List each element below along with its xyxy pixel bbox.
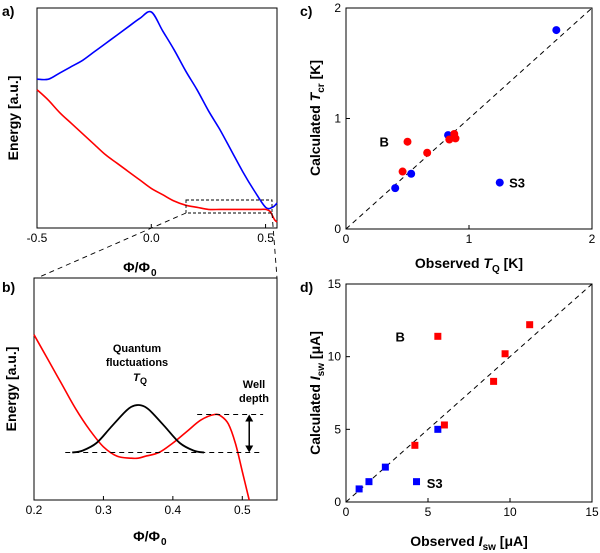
panel-a-xlabel-sub: 0 (151, 268, 157, 279)
arrowhead-bottom-icon (245, 445, 254, 453)
quantum-label: Quantum (113, 343, 161, 355)
data-point-red (501, 350, 509, 358)
panel-letter-c: c) (300, 3, 312, 19)
data-point-red (490, 377, 498, 385)
data-point-red (451, 134, 460, 143)
panel-letter-a: a) (2, 3, 14, 19)
panel-c-ticks: 0 1 2 0 1 2 (334, 1, 595, 246)
data-point-red (445, 135, 454, 144)
wavefunction-curve (72, 404, 205, 454)
data-point-blue (413, 478, 421, 486)
panel-d-points (355, 321, 534, 493)
panel-b-xtick-label: 0.2 (26, 503, 43, 517)
annotation-s3-c: S3 (509, 176, 525, 191)
data-point-red (411, 441, 419, 449)
panel-d-xtick-label: 10 (503, 505, 517, 519)
panel-d-ylabel: Calculated Isw [μA] (307, 331, 327, 455)
data-point-red (434, 332, 442, 340)
panel-c-points (391, 26, 561, 193)
panel-b-xtick-label: 0.5 (234, 503, 251, 517)
panel-c-diagonal (345, 7, 593, 230)
panel-d-xtick-label: 15 (585, 505, 599, 519)
panel-c-xtick-label: 2 (589, 232, 596, 246)
data-point-blue (355, 485, 363, 493)
panel-a-x-ticks: -0.5 0.0 0.5 (27, 224, 274, 245)
arrowhead-top-icon (245, 414, 254, 422)
fluctuations-label: fluctuations (106, 357, 168, 369)
tq-label-sub: Q (140, 376, 147, 386)
panel-c-ytick-label: 0 (334, 222, 341, 236)
panel-a-ylabel: Energy [a.u.] (5, 76, 21, 161)
tq-label: T (133, 372, 141, 384)
panel-b: 0.2 0.3 0.4 0.5 Quantum fluctuations T Q We… (3, 277, 278, 548)
data-point-red (403, 137, 412, 146)
panel-d-ticks: 0 5 10 15 0 5 10 15 (328, 277, 599, 519)
panel-a-series-red (36, 89, 278, 223)
zoom-box (185, 199, 273, 214)
panel-d-xtick-label: 5 (425, 505, 432, 519)
panel-d-ytick-label: 0 (334, 495, 341, 509)
panel-b-xlabel: Φ/Φ (133, 528, 160, 544)
panel-b-xtick-label: 0.3 (95, 503, 112, 517)
panel-d-frame (345, 283, 593, 503)
data-point-blue (434, 425, 442, 433)
panel-b-xtick-label: 0.4 (165, 503, 182, 517)
panel-c-xtick-label: 0 (343, 232, 350, 246)
zoom-connector-left (36, 212, 187, 279)
data-point-blue (495, 178, 504, 187)
panel-b-x-ticks: 0.2 0.3 0.4 0.5 (26, 496, 251, 517)
panel-a-xtick-label: 0.5 (257, 231, 274, 245)
panel-letter-d: d) (300, 279, 313, 295)
data-point-blue (391, 184, 400, 193)
panel-d-ytick-label: 15 (328, 277, 342, 291)
annotation-s3-d: S3 (427, 476, 443, 491)
panel-letter-b: b) (2, 279, 15, 295)
panel-b-xlabel-sub: 0 (161, 537, 167, 548)
panel-a-xtick-label: 0.0 (143, 231, 160, 245)
data-point-blue (365, 478, 373, 486)
well-label: Well (243, 379, 265, 391)
panel-d-xtick-label: 0 (343, 505, 350, 519)
data-point-red (423, 148, 432, 157)
data-point-red (526, 321, 534, 329)
panel-b-ylabel: Energy [a.u.] (3, 347, 19, 432)
panel-b-frame (33, 277, 278, 501)
panel-a-series-blue (36, 10, 278, 210)
panel-d: 0 5 10 15 0 5 10 15 B S3 Calculated Isw [μA] Ob… (307, 277, 599, 553)
panel-a-xtick-label: -0.5 (27, 231, 48, 245)
data-point-blue (407, 169, 416, 178)
annotation-b-d: B (395, 329, 404, 344)
depth-label: depth (239, 393, 269, 405)
zoom-connector-right (271, 212, 278, 279)
potential-curve (33, 334, 250, 501)
panel-c-ylabel: Calculated Tcr [K] (307, 60, 327, 176)
panel-c: 0 1 2 0 1 2 B S3 Calculated Tcr [K] Observed … (307, 1, 596, 275)
panel-c-xlabel: Observed TQ [K] (415, 255, 523, 275)
panel-a-lines (36, 10, 278, 223)
panel-d-ytick-label: 10 (328, 350, 342, 364)
panel-d-xlabel: Observed Isw [μA] (410, 533, 528, 553)
panel-b-lines (33, 334, 250, 501)
panel-c-ytick-label: 1 (334, 112, 341, 126)
data-point-red (398, 167, 407, 176)
data-point-red (440, 421, 448, 429)
data-point-blue (381, 463, 389, 471)
annotation-b-c: B (379, 135, 388, 150)
panel-a-xlabel: Φ/Φ (123, 259, 150, 275)
panel-d-ytick-label: 5 (334, 422, 341, 436)
panel-c-ytick-label: 2 (334, 1, 341, 15)
data-point-blue (552, 26, 561, 35)
panel-a-frame (36, 7, 278, 229)
panel-a: -0.5 0.0 0.5 Energy [a.u.] Φ/Φ 0 (5, 7, 278, 279)
panel-c-xtick-label: 1 (466, 232, 473, 246)
